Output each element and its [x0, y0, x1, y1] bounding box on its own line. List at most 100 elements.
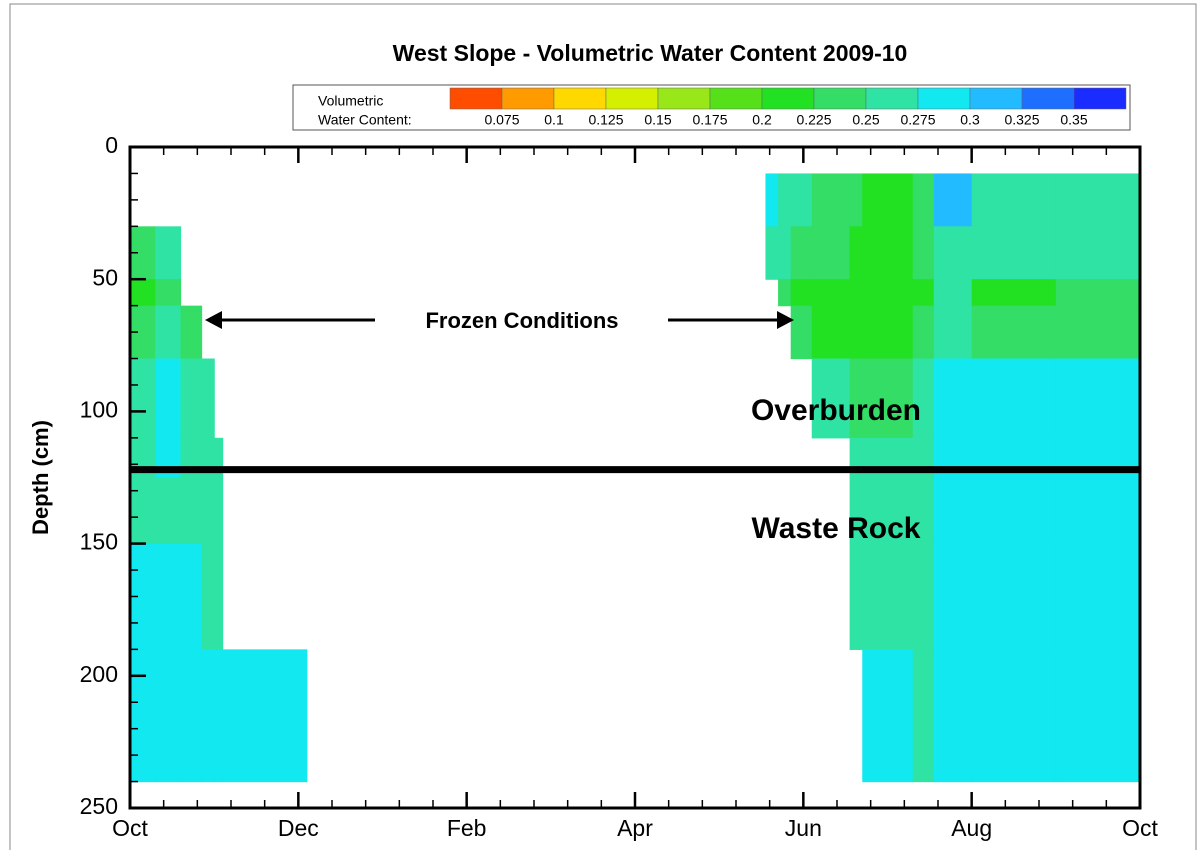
contour-field [130, 173, 1141, 783]
contour-cell [130, 279, 156, 307]
contour-cell [180, 649, 203, 783]
contour-cell [912, 477, 935, 545]
contour-cell [912, 279, 935, 307]
contour-cell [849, 226, 863, 280]
legend-level-label: 0.35 [1060, 112, 1087, 128]
legend-level-label: 0.225 [796, 112, 831, 128]
contour-cell [1055, 358, 1141, 439]
page-frame [9, 3, 1197, 850]
contour-cell [155, 358, 182, 439]
legend-swatch [657, 87, 711, 110]
contour-cell [214, 437, 224, 479]
contour-cell [971, 358, 1057, 439]
legend-swatch [709, 87, 763, 110]
contour-cell [180, 305, 203, 360]
contour-cell [214, 477, 224, 545]
legend-level-label: 0.125 [588, 112, 623, 128]
contour-cell [849, 305, 863, 360]
contour-cell [862, 358, 914, 439]
legend-swatch [449, 87, 503, 110]
y-tick-label: 100 [80, 396, 118, 422]
annotation: Overburden [751, 394, 921, 427]
legend-swatch [1021, 87, 1075, 110]
contour-cell [778, 279, 792, 307]
contour-cell [222, 649, 308, 783]
legend-swatch [865, 87, 919, 110]
contour-cell [862, 477, 914, 545]
legend-swatch [553, 87, 607, 110]
contour-cell [155, 226, 182, 280]
legend: Volumetric Water Content: 0.075 0.1 0.125 0… [292, 84, 1131, 131]
contour-cell [201, 477, 215, 545]
legend-level-label: 0.325 [1004, 112, 1039, 128]
contour-cell [155, 543, 182, 650]
contour-cell [1055, 649, 1141, 783]
contour-cell [971, 173, 1057, 227]
contour-cell [1055, 279, 1141, 307]
contour-cell [849, 173, 863, 227]
legend-level-label: 0.25 [852, 112, 879, 128]
contour-cell [811, 358, 851, 439]
contour-cell [849, 279, 863, 307]
contour-cell [130, 477, 156, 545]
legend-swatch [1073, 87, 1127, 110]
contour-cell [1055, 477, 1141, 545]
contour-cell [971, 477, 1057, 545]
legend-swatch [761, 87, 815, 110]
contour-cell [862, 649, 914, 783]
contour-cell [765, 173, 779, 227]
contour-cell [849, 358, 863, 439]
contour-cell [180, 543, 203, 650]
contour-cell [811, 305, 851, 360]
x-tick-label: Oct [112, 815, 148, 841]
contour-cell [811, 279, 851, 307]
x-tick-label: Feb [447, 815, 487, 841]
legend-level-label: 0.2 [752, 112, 772, 128]
chart-title: West Slope - Volumetric Water Content 20… [393, 40, 908, 66]
legend-level-label: 0.075 [484, 112, 519, 128]
contour-cell [765, 226, 779, 280]
contour-cell [933, 543, 973, 650]
contour-cell [214, 543, 224, 650]
y-tick-label: 50 [92, 264, 118, 290]
legend-title: Volumetric [318, 93, 383, 109]
contour-cell [155, 279, 182, 307]
contour-cell [912, 226, 935, 280]
contour-cell [971, 543, 1057, 650]
y-axis-title: Depth (cm) [28, 420, 53, 535]
y-tick-label: 250 [80, 793, 118, 819]
contour-cell [862, 305, 914, 360]
legend-level-label: 0.3 [960, 112, 980, 128]
x-tick-label: Dec [278, 815, 319, 841]
contour-cell [790, 279, 813, 307]
contour-cell [912, 173, 935, 227]
x-tick-label: Apr [617, 815, 653, 841]
contour-cell [933, 173, 973, 227]
legend-level-label: 0.275 [900, 112, 935, 128]
contour-cell [180, 358, 203, 439]
legend-title: Water Content: [318, 112, 412, 128]
annotation: Frozen Conditions [425, 308, 618, 333]
contour-cell [933, 226, 973, 280]
contour-cell [933, 358, 973, 439]
contour-cell [180, 477, 203, 545]
contour-cell [862, 279, 914, 307]
contour-cell [790, 305, 813, 360]
legend-swatch [813, 87, 867, 110]
contour-cell [811, 173, 851, 227]
contour-cell [971, 649, 1057, 783]
contour-cell [849, 543, 863, 650]
arrow-head [205, 311, 222, 329]
contour-cell [971, 279, 1057, 307]
contour-cell [130, 649, 156, 783]
contour-cell [155, 305, 182, 360]
contour-cell [201, 543, 215, 650]
legend-swatch [605, 87, 659, 110]
contour-cell [862, 173, 914, 227]
contour-cell [1055, 305, 1141, 360]
contour-cell [1055, 543, 1141, 650]
contour-cell [912, 649, 935, 783]
legend-swatch [917, 87, 971, 110]
